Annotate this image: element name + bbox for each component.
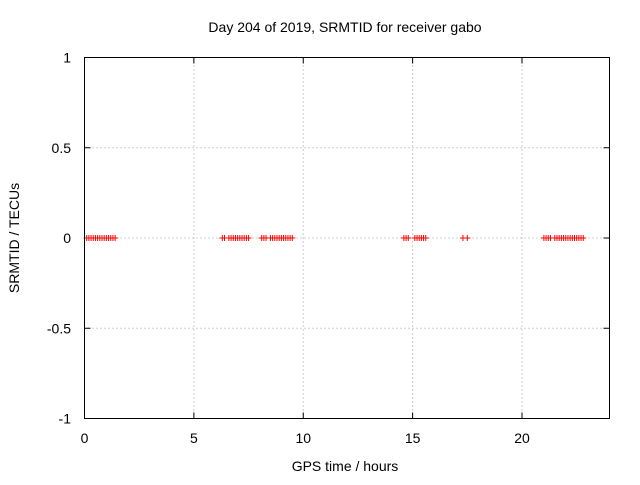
- x-tick-label: 10: [295, 430, 311, 446]
- grid-lines: [84, 57, 610, 419]
- chart-title: Day 204 of 2019, SRMTID for receiver gab…: [208, 19, 481, 35]
- data-point: [289, 235, 296, 241]
- y-axis-label: SRMTID / TECUs: [6, 183, 22, 293]
- x-tick-label: 15: [405, 430, 421, 446]
- data-point: [464, 235, 471, 241]
- y-tick-labels: -1 -0.5 0 0.5 1: [47, 50, 71, 427]
- data-point: [405, 235, 412, 241]
- data-point: [422, 235, 429, 241]
- y-tick-label: 1: [63, 50, 71, 66]
- y-tick-label: -1: [59, 411, 72, 427]
- data-point: [245, 235, 252, 241]
- axis-ticks: [84, 57, 610, 419]
- x-tick-labels: 0 5 10 15 20: [81, 430, 530, 446]
- data-point: [580, 235, 587, 241]
- x-tick-label: 5: [190, 430, 198, 446]
- x-tick-label: 20: [514, 430, 530, 446]
- data-points: [83, 235, 587, 241]
- plot-frame: [84, 57, 610, 419]
- x-axis-label: GPS time / hours: [292, 458, 399, 474]
- x-tick-label: 0: [81, 430, 89, 446]
- y-tick-label: -0.5: [47, 320, 71, 336]
- y-tick-label: 0.5: [52, 140, 72, 156]
- y-tick-label: 0: [63, 230, 71, 246]
- data-point: [112, 235, 119, 241]
